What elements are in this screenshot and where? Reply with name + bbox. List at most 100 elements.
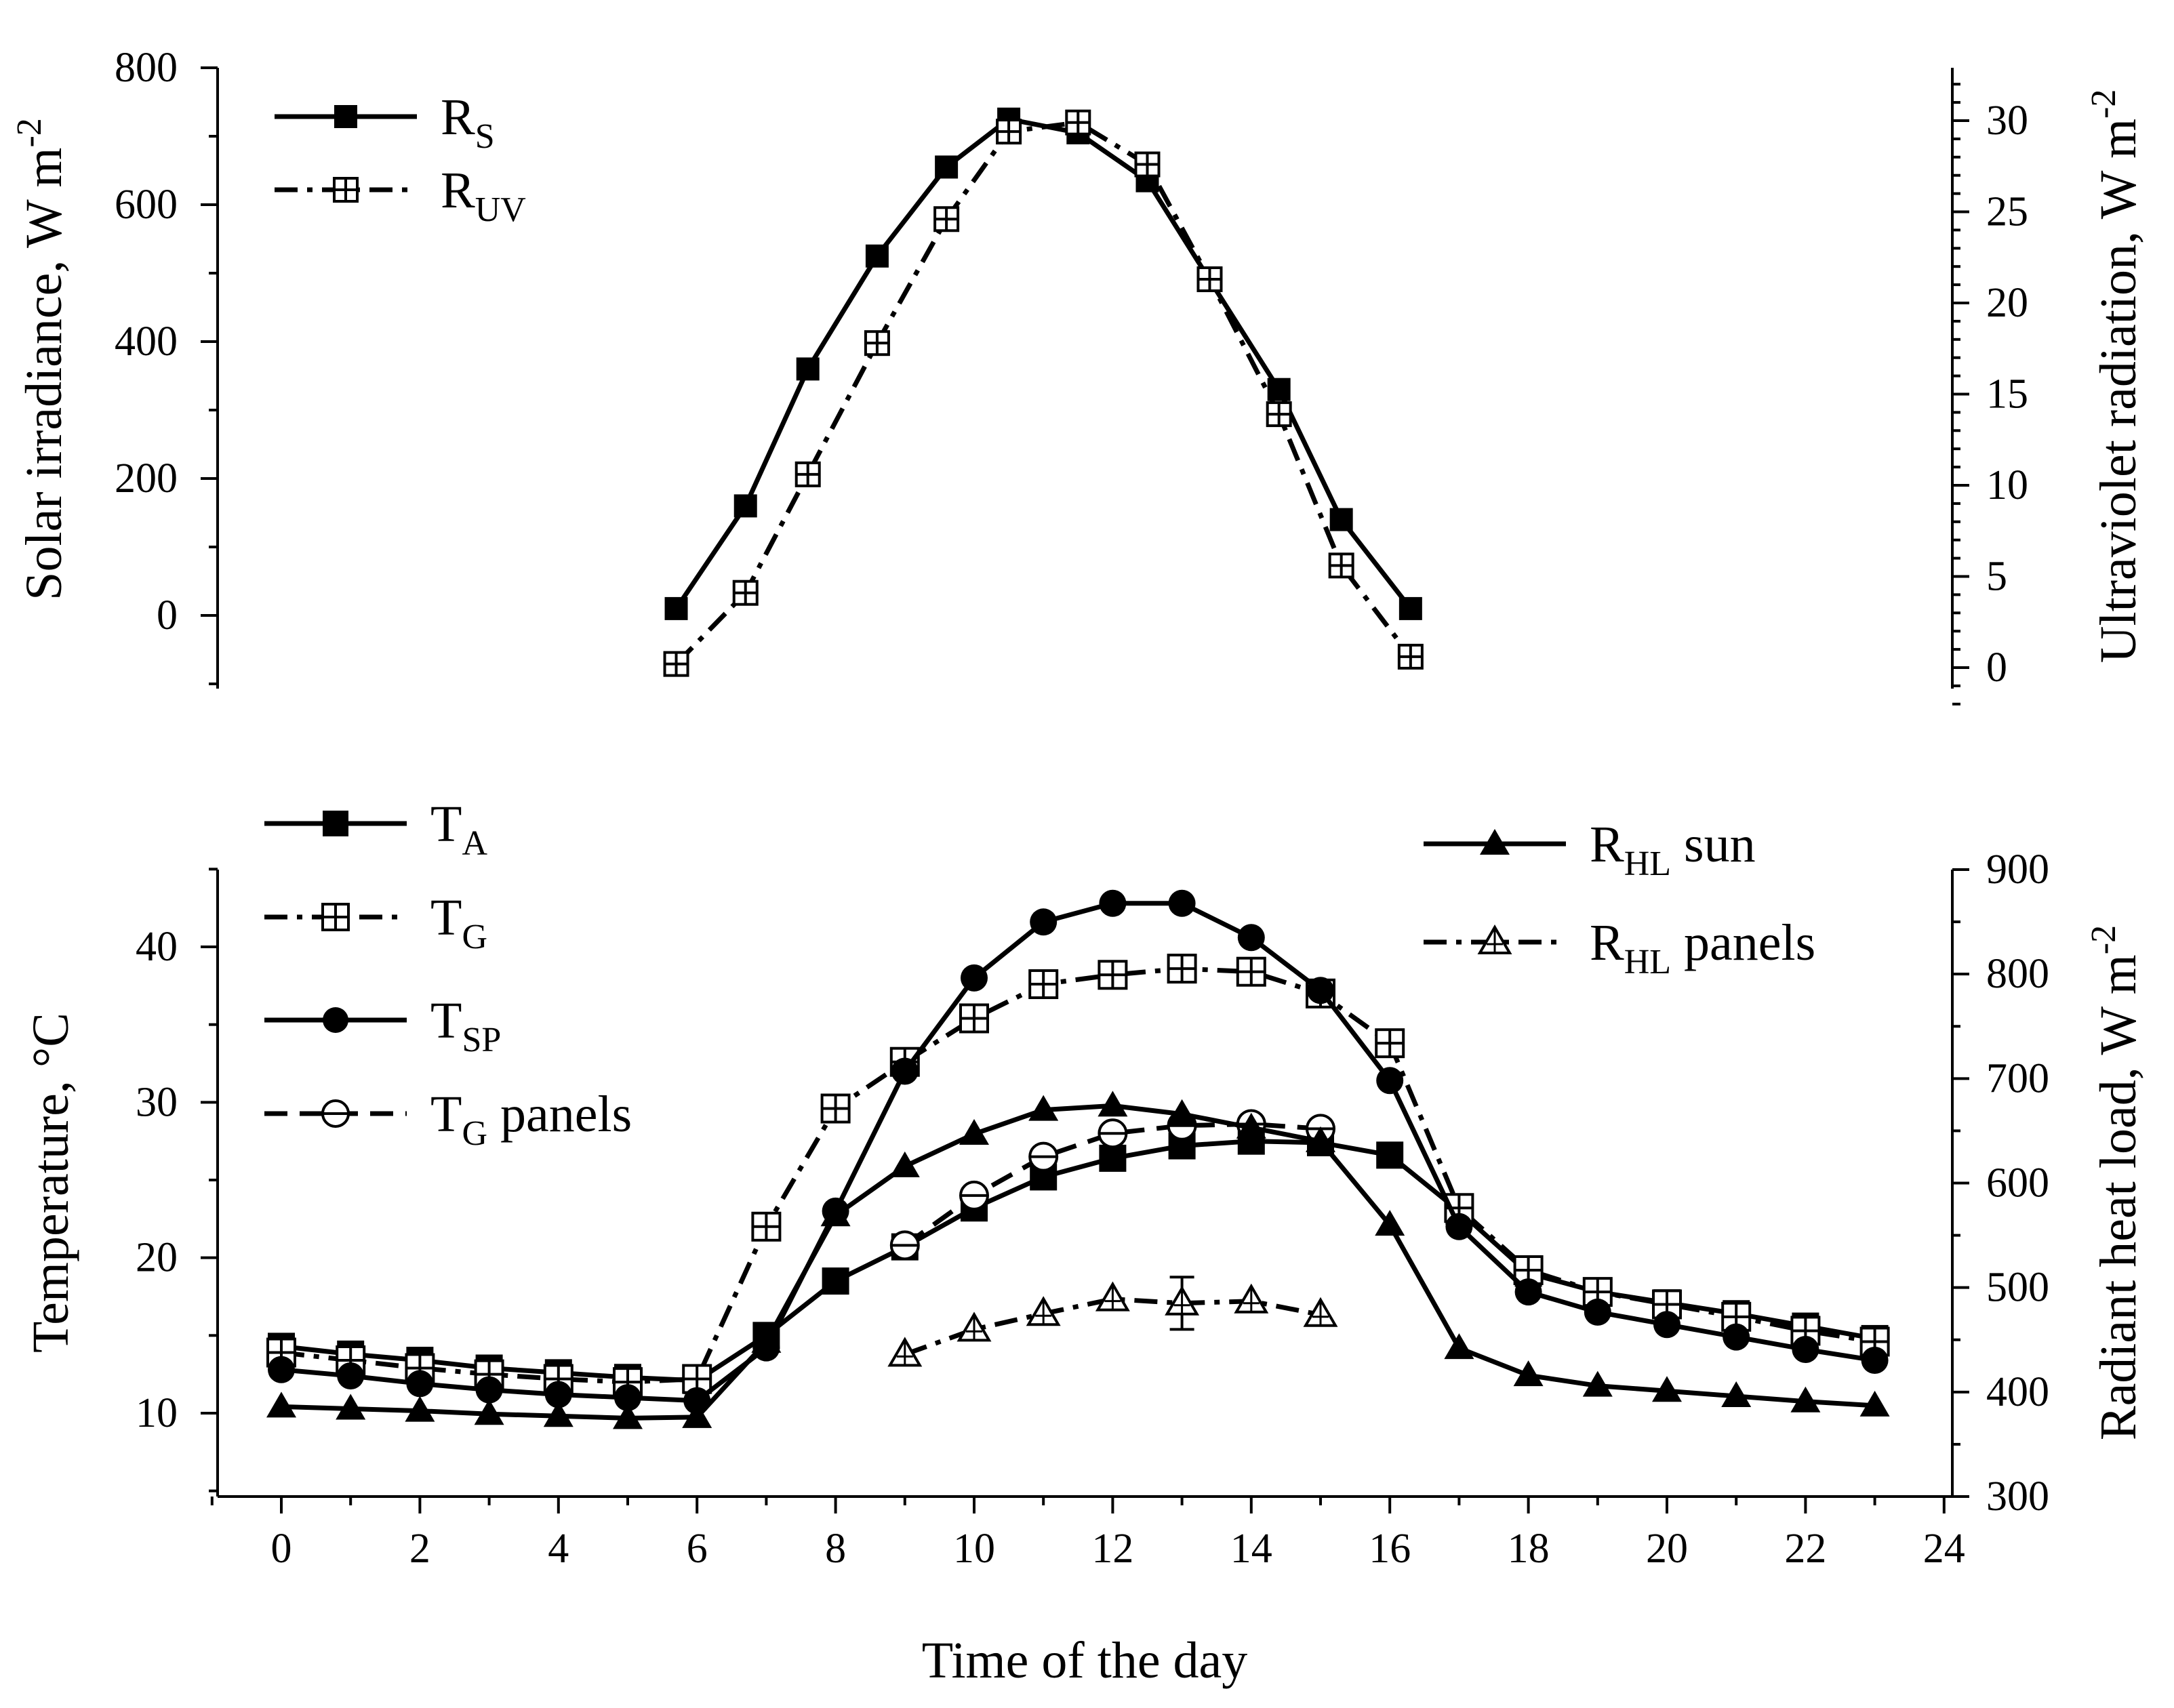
- rhl-panels-series: [887, 1276, 1338, 1367]
- bottom-right-tick-label: 800: [1986, 951, 2049, 997]
- tg-panels-legend-marker: [321, 1099, 350, 1128]
- ruv-point: [1134, 151, 1161, 178]
- ruv-point: [1328, 552, 1354, 579]
- tg-point: [1098, 960, 1128, 990]
- top-right-tick-label: 30: [1986, 98, 2028, 144]
- x-tick-label: 14: [1230, 1526, 1272, 1572]
- tsp-point: [1168, 889, 1196, 917]
- bottom-left-tick-label: 10: [136, 1390, 178, 1436]
- rhl-sun-point: [1859, 1390, 1890, 1417]
- ruv-point: [864, 330, 890, 357]
- rhl-sun-point: [1375, 1210, 1405, 1236]
- top-left-axis-title-sup: -2: [10, 118, 49, 147]
- ruv-point: [732, 580, 759, 606]
- rhl-sun-point: [474, 1399, 504, 1425]
- rs-point: [935, 155, 959, 179]
- top-right-tick-label: 0: [1986, 645, 2007, 691]
- tsp-series: [268, 889, 1889, 1415]
- tsp-legend-marker: [323, 1007, 348, 1033]
- tsp-point: [1030, 908, 1058, 936]
- rhl-sun-point: [959, 1119, 989, 1145]
- rs-line: [674, 117, 1413, 611]
- rhl-sun-point: [543, 1401, 573, 1427]
- rs-point: [664, 596, 688, 620]
- top-left-tick-label: 600: [115, 182, 178, 228]
- rhl-sun-legend-entry: RHL sun: [1424, 816, 1756, 883]
- x-axis-title: Time of the day: [922, 1632, 1248, 1689]
- rs-series: [664, 107, 1422, 620]
- rhl-sun-point: [1444, 1333, 1474, 1360]
- rhl-sun-point: [336, 1394, 366, 1420]
- tg-point: [820, 1093, 851, 1124]
- x-tick-label: 8: [825, 1526, 846, 1572]
- tg-point: [1236, 956, 1266, 987]
- bottom-right-tick-label: 400: [1986, 1369, 2049, 1415]
- bottom-right-tick-label: 300: [1986, 1473, 2049, 1520]
- x-tick-label: 4: [548, 1526, 569, 1572]
- x-tick-label: 24: [1923, 1526, 1965, 1572]
- top-right-tick-label: 15: [1986, 371, 2028, 418]
- tg-point: [1028, 969, 1059, 1000]
- x-tick-label: 10: [953, 1526, 995, 1572]
- tsp-point: [614, 1384, 641, 1412]
- bottom-legend: TA TG TSP TG panels RHL sun RHL panels: [264, 796, 1815, 1153]
- top-left-ticks: 0 200 400 600 800: [115, 45, 218, 685]
- tg-panels-point: [1028, 1141, 1059, 1172]
- tg-series: [266, 954, 1890, 1398]
- x-tick-label: 16: [1369, 1526, 1411, 1572]
- rhl-sun-point: [1098, 1091, 1128, 1117]
- tsp-point: [1514, 1278, 1542, 1306]
- rs-point: [796, 357, 820, 381]
- top-right-tick-label: 25: [1986, 189, 2028, 235]
- rhl-sun-point: [1236, 1112, 1266, 1139]
- top-right-axis-title-main: Ultraviolet radiation, W m: [2090, 119, 2147, 663]
- bottom-left-tick-label: 40: [136, 924, 178, 970]
- top-left-tick-label: 0: [157, 592, 178, 638]
- bottom-right-tick-label: 500: [1986, 1265, 2049, 1311]
- ta-legend-marker: [323, 811, 348, 836]
- tg-point: [1582, 1277, 1613, 1307]
- tsp-point: [475, 1376, 503, 1404]
- tsp-point: [1376, 1067, 1404, 1095]
- tsp-point: [891, 1057, 919, 1085]
- rhl-sun-point: [1721, 1381, 1752, 1407]
- bottom-series-group: [266, 889, 1890, 1429]
- tg-panels-legend-label: TG panels: [430, 1086, 632, 1153]
- rhl-sun-point: [1513, 1360, 1544, 1387]
- tg-point: [1375, 1028, 1405, 1059]
- rhl-sun-point: [1028, 1095, 1059, 1121]
- ruv-point: [794, 461, 821, 487]
- top-right-axis-title: Ultraviolet radiation, W m-2: [2085, 89, 2147, 664]
- bottom-right-axis-title-main: Radiant heat load, W m: [2090, 954, 2147, 1440]
- top-right-ticks: 0 5 10 15 20 25 30: [1952, 83, 2028, 706]
- bottom-right-ticks: 300 400 500 600 700 800 900: [1952, 847, 2049, 1520]
- ta-point: [822, 1267, 849, 1295]
- rhl-panels-legend-entry: RHL panels: [1424, 914, 1815, 981]
- tg-point: [1167, 954, 1197, 984]
- rhl-panels-point: [957, 1312, 992, 1342]
- rhl-sun-point: [889, 1151, 920, 1177]
- x-tick-label: 0: [271, 1526, 292, 1572]
- ta-series: [268, 1127, 1889, 1394]
- rhl-sun-legend-marker: [1480, 829, 1510, 855]
- tsp-point: [1099, 889, 1127, 917]
- rhl-panels-legend-label: RHL panels: [1590, 914, 1815, 981]
- bottom-left-tick-label: 30: [136, 1079, 178, 1125]
- top-left-axis-title-main: Solar irradiance, W m: [16, 148, 73, 601]
- rs-point: [1398, 596, 1422, 620]
- tsp-point: [1307, 977, 1334, 1004]
- tg-panels-point: [959, 1180, 989, 1211]
- ta-legend-label: TA: [430, 796, 487, 863]
- rhl-sun-point: [1790, 1386, 1821, 1412]
- tsp-point: [1723, 1323, 1750, 1351]
- tsp-point: [1237, 924, 1265, 952]
- tsp-point: [544, 1381, 572, 1408]
- top-right-tick-label: 10: [1986, 462, 2028, 508]
- rs-point: [865, 244, 889, 268]
- rhl-sun-series: [266, 1091, 1890, 1429]
- tg-point: [751, 1211, 782, 1242]
- rs-point: [733, 494, 757, 518]
- rs-legend-marker: [334, 105, 357, 128]
- rs-point: [1329, 508, 1353, 531]
